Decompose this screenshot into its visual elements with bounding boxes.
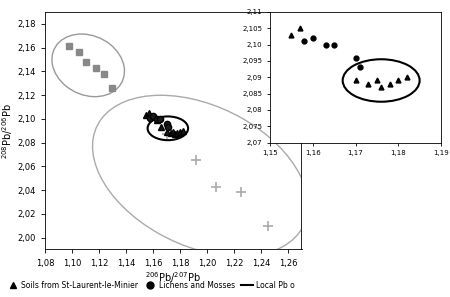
Legend: Soils from St-Laurent-le-Minier, Lichens and Mosses, Local Pb o: Soils from St-Laurent-le-Minier, Lichens…: [4, 278, 297, 293]
X-axis label: $^{206}$Pb/$^{207}$Pb: $^{206}$Pb/$^{207}$Pb: [145, 270, 201, 285]
Y-axis label: $^{208}$Pb/$^{206}$Pb: $^{208}$Pb/$^{206}$Pb: [0, 103, 15, 159]
